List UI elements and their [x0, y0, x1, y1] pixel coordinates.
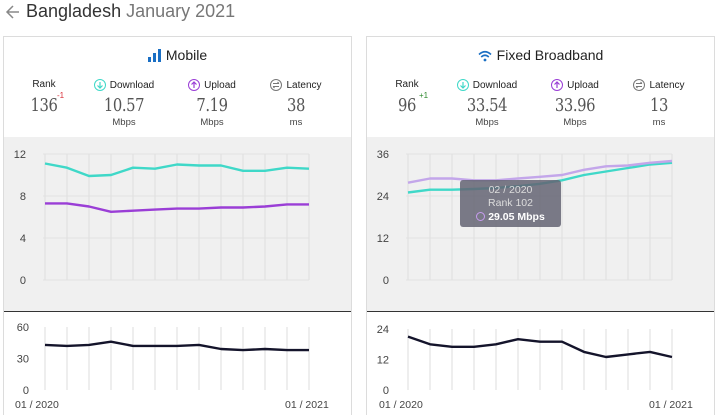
- broadband-latency-svg: 0 12 24: [377, 324, 673, 397]
- download-icon: [93, 79, 106, 91]
- country-name: Bangladesh: [26, 1, 122, 21]
- x-start-label: 01 / 2020: [15, 399, 59, 411]
- download-label: Download: [472, 80, 518, 91]
- download-value: 10.57: [103, 95, 145, 116]
- mobile-speed-svg: 0 4 8 12: [14, 149, 310, 287]
- y-tick-label: 0: [20, 275, 26, 287]
- broadband-panel-title: Fixed Broadband: [367, 47, 714, 63]
- mobile-rank: Rank 136 -1: [4, 77, 84, 132]
- series-line: [407, 159, 673, 184]
- mobile-title-text: Mobile: [165, 47, 208, 63]
- upload-label: Upload: [204, 80, 236, 91]
- broadband-upload: Upload 33.96 Mbps: [535, 77, 615, 132]
- upload-icon: [551, 79, 564, 91]
- tooltip-rank: Rank 102: [488, 197, 533, 209]
- series-line: [407, 335, 673, 359]
- back-arrow-icon[interactable]: [4, 2, 24, 22]
- mobile-latency-chart[interactable]: 0 30 60: [4, 317, 351, 415]
- page-title: Bangladesh January 2021: [26, 1, 235, 22]
- y-tick-label: 12: [377, 233, 389, 245]
- latency-unit: ms: [652, 117, 666, 128]
- mobile-panel-title: Mobile: [4, 47, 351, 63]
- y-tick-label: 0: [23, 385, 29, 397]
- download-value: 33.54: [466, 95, 508, 116]
- rank-label: Rank: [395, 79, 419, 90]
- broadband-download: Download 33.54 Mbps: [447, 77, 527, 132]
- y-tick-label: 24: [377, 324, 389, 336]
- rank-change: +1: [419, 91, 429, 100]
- y-tick-label: 12: [14, 149, 26, 161]
- latency-value: 13: [650, 95, 668, 116]
- broadband-latency-chart[interactable]: 0 12 24: [367, 317, 714, 415]
- upload-label: Upload: [567, 80, 599, 91]
- series-line: [44, 340, 309, 352]
- broadband-latency: Latency 13 ms: [619, 77, 699, 132]
- series-line: [44, 162, 310, 178]
- mobile-download: Download 10.57 Mbps: [84, 77, 164, 132]
- latency-icon: [270, 79, 283, 91]
- y-tick-label: 30: [17, 354, 29, 366]
- mobile-latency-svg: 0 30 60: [17, 322, 310, 397]
- tooltip-value: 29.05 Mbps: [488, 211, 545, 223]
- upload-icon: [188, 79, 201, 91]
- wifi-icon: [478, 50, 492, 62]
- latency-label: Latency: [649, 80, 685, 91]
- broadband-speed-svg: 0 12 24 36: [377, 149, 673, 287]
- y-tick-label: 4: [20, 233, 26, 245]
- latency-label: Latency: [286, 80, 322, 91]
- upload-unit: Mbps: [200, 117, 224, 128]
- upload-unit: Mbps: [563, 117, 587, 128]
- y-tick-label: 12: [377, 355, 389, 367]
- hover-tooltip: 02 / 2020 Rank 102 29.05 Mbps: [460, 180, 561, 227]
- mobile-upload: Upload 7.19 Mbps: [172, 77, 252, 132]
- x-end-label: 01 / 2021: [649, 399, 693, 411]
- rank-value: 96: [398, 95, 416, 116]
- y-tick-label: 36: [377, 149, 389, 161]
- mobile-summary: Mobile Rank 136 -1 Download 10.57 Mbps U…: [4, 37, 351, 137]
- mobile-panel: Mobile Rank 136 -1 Download 10.57 Mbps U…: [3, 36, 352, 415]
- download-label: Download: [109, 80, 155, 91]
- y-tick-label: 0: [383, 385, 389, 397]
- upload-dot-icon: [476, 212, 486, 221]
- x-start-label: 01 / 2020: [379, 399, 423, 411]
- latency-icon: [633, 79, 646, 91]
- y-tick-label: 24: [377, 191, 389, 203]
- period-label: January 2021: [126, 1, 236, 21]
- mobile-latency: Latency 38 ms: [256, 77, 336, 132]
- latency-value: 38: [287, 95, 305, 116]
- upload-value: 7.19: [196, 95, 228, 116]
- y-tick-label: 60: [17, 322, 29, 334]
- upload-value: 33.96: [554, 95, 596, 116]
- download-unit: Mbps: [112, 117, 136, 128]
- broadband-panel: Fixed Broadband Rank 96 +1 Download 33.5…: [366, 36, 715, 415]
- signal-bars-icon: [147, 49, 161, 62]
- y-tick-label: 8: [20, 191, 26, 203]
- broadband-title-text: Fixed Broadband: [496, 47, 604, 63]
- broadband-rank: Rank 96 +1: [367, 77, 447, 132]
- rank-label: Rank: [32, 79, 56, 90]
- broadband-summary: Fixed Broadband Rank 96 +1 Download 33.5…: [367, 37, 714, 137]
- download-icon: [456, 79, 469, 91]
- rank-value: 136: [30, 95, 58, 116]
- download-unit: Mbps: [475, 117, 499, 128]
- chart-divider: [4, 311, 351, 312]
- series-line: [45, 202, 309, 214]
- top-bar: Bangladesh January 2021: [0, 0, 720, 26]
- y-tick-label: 0: [383, 275, 389, 287]
- latency-unit: ms: [289, 117, 303, 128]
- x-end-label: 01 / 2021: [285, 399, 329, 411]
- rank-change: -1: [57, 91, 65, 100]
- chart-divider: [367, 311, 714, 312]
- mobile-speed-chart[interactable]: 0 4 8 12: [4, 137, 351, 312]
- tooltip-date: 02 / 2020: [488, 184, 533, 196]
